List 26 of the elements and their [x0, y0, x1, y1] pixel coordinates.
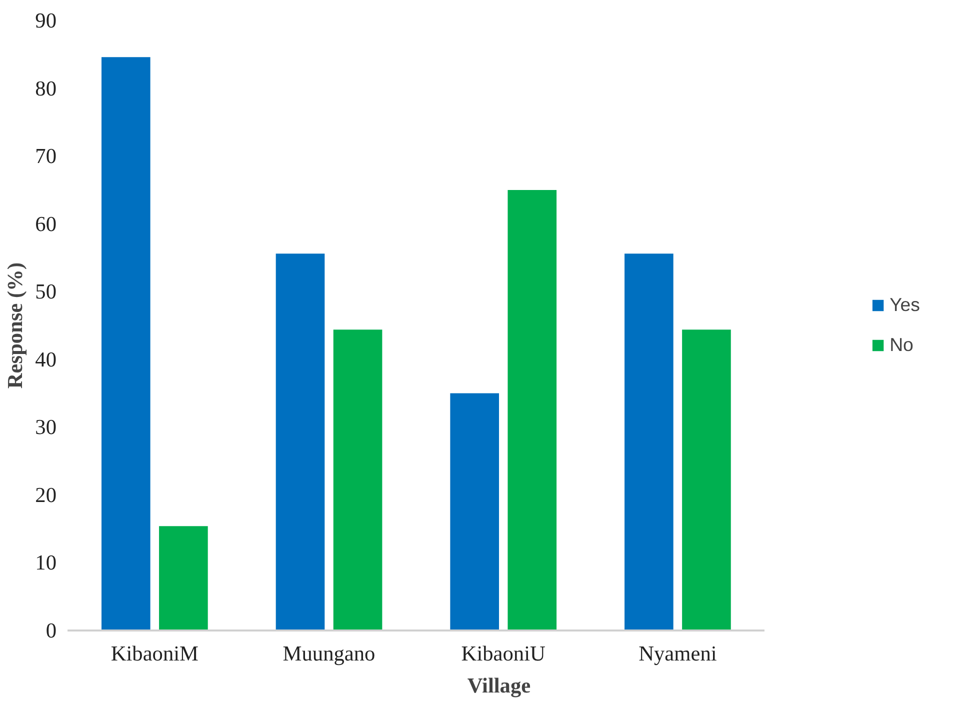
bar — [508, 190, 557, 630]
y-tick-label: 10 — [35, 550, 56, 575]
bar — [624, 254, 674, 630]
y-tick-label: 70 — [35, 144, 56, 168]
x-tick-label: KibaoniM — [110, 642, 199, 666]
x-tick-label: Nyameni — [638, 642, 717, 666]
x-axis-title: Village — [467, 674, 531, 698]
x-tick-label: Muungano — [282, 642, 376, 666]
y-tick-label: 30 — [35, 415, 56, 440]
x-tick-label: KibaoniU — [461, 642, 546, 666]
bar — [333, 330, 382, 630]
bar — [101, 57, 150, 630]
y-tick-label: 0 — [46, 618, 57, 642]
bar — [159, 526, 208, 630]
y-tick-label: 40 — [35, 347, 56, 372]
legend-label: Yes — [890, 294, 920, 316]
y-tick-label: 90 — [35, 8, 56, 32]
y-axis-title: Response (%) — [3, 262, 28, 389]
y-tick-label: 80 — [35, 76, 56, 100]
bar — [682, 330, 731, 630]
y-tick-label: 20 — [35, 482, 56, 507]
y-tick-label: 50 — [35, 280, 56, 304]
bar — [276, 254, 325, 630]
bar — [450, 393, 499, 630]
legend-label: No — [890, 334, 914, 356]
y-tick-label: 60 — [35, 212, 56, 236]
